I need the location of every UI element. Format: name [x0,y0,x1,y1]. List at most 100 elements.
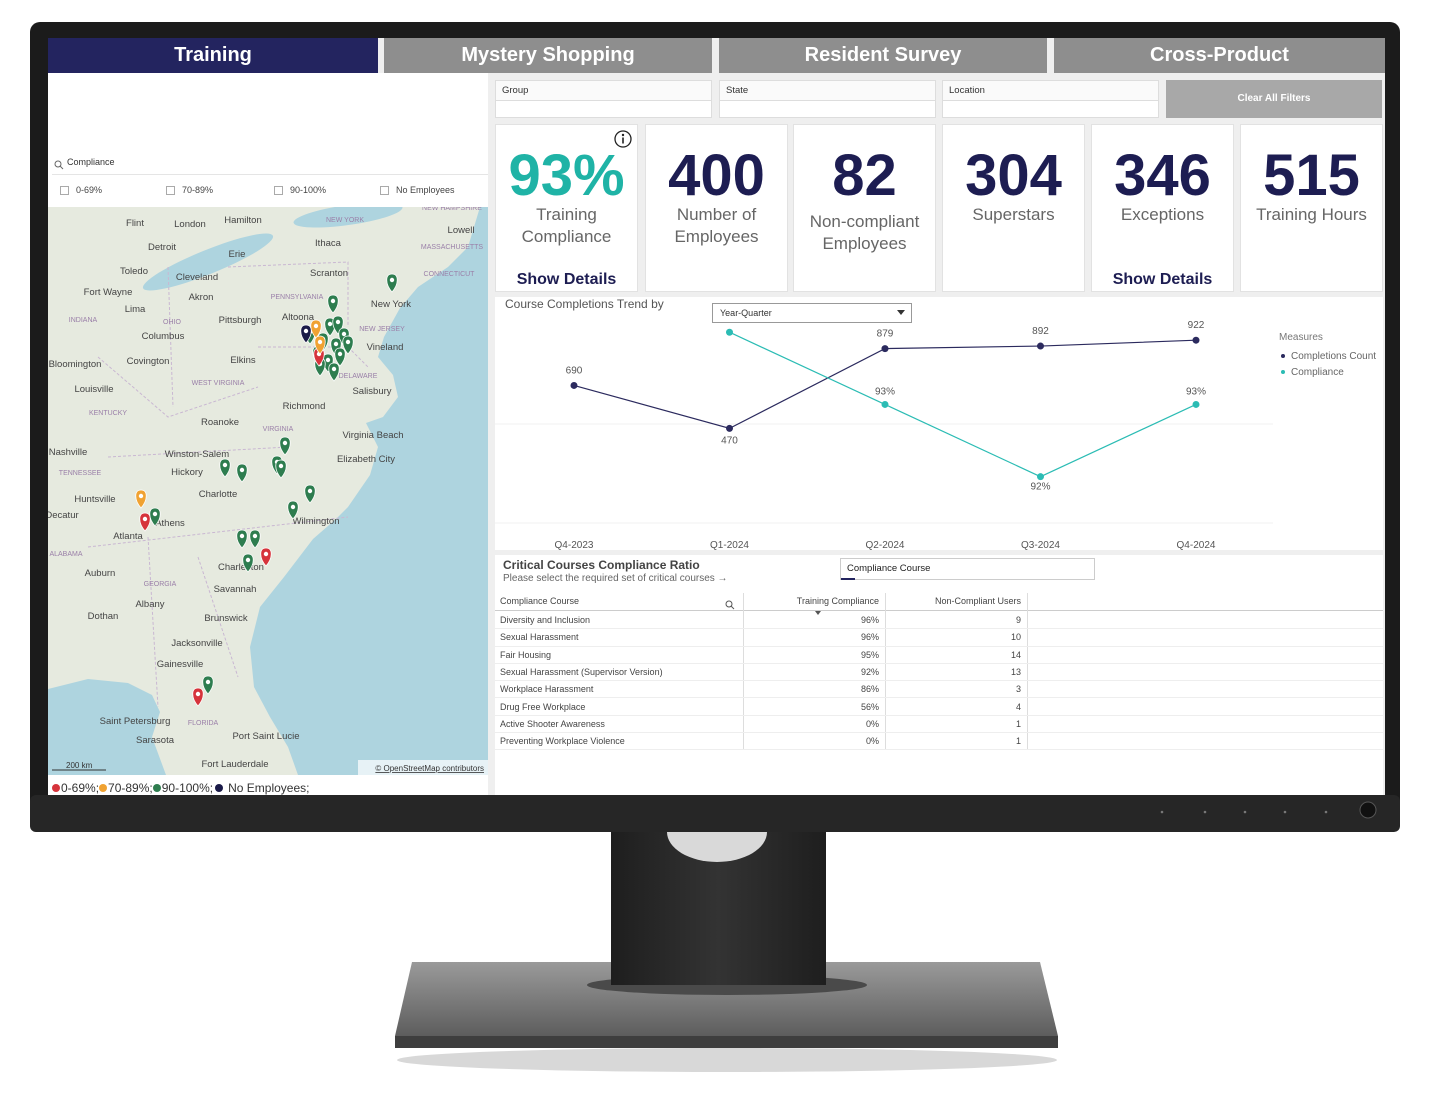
state-label: CONNECTICUT [424,271,476,278]
pin-body [260,547,272,567]
filter-field[interactable]: State [719,80,936,118]
clear-filters-button[interactable]: Clear All Filters [1166,80,1382,118]
place-label: Detroit [148,242,176,253]
map-legend: 0-69%; 70-89%; 90-100%; No Employees; [52,780,309,795]
table-cell: 0% [865,718,879,729]
pin-dot [330,298,336,304]
place-label: Hickory [171,467,203,478]
map-pin[interactable] [304,484,316,504]
pin-body [219,458,231,478]
series-point [1192,336,1200,344]
table-cell: 9 [1015,615,1021,625]
map-pin[interactable] [275,459,287,479]
map-pin[interactable] [242,553,254,573]
map-pin[interactable] [334,347,346,367]
pin-body [314,335,326,355]
pin-dot [152,511,158,517]
place-label: Saint Petersburg [100,716,171,727]
map-pin[interactable] [342,335,354,355]
map-pin[interactable] [300,324,312,344]
map-pin[interactable] [314,335,326,355]
map-pin[interactable] [135,489,147,509]
pin-body [342,335,354,355]
map-pin[interactable] [287,500,299,520]
place-label: Cleveland [176,272,218,283]
pin-dot [290,504,296,510]
search-icon[interactable] [725,597,735,610]
lake-erie [142,233,274,291]
info-icon[interactable] [614,130,632,148]
checkbox-option[interactable]: No Employees [380,184,480,198]
pin-dot [335,319,341,325]
kpi-label: Superstars [972,205,1055,224]
map-pin[interactable] [310,319,322,339]
tab[interactable]: Mystery Shopping [384,38,712,73]
map-pin[interactable] [149,507,161,527]
pin-dot [303,328,309,334]
show-details-link[interactable]: Show Details [516,271,617,288]
pin-body [327,294,339,314]
checkbox[interactable] [274,186,283,195]
checkbox[interactable] [380,186,389,195]
checkbox-label: 70-89% [182,185,214,195]
pin-dot [222,462,228,468]
checkbox[interactable] [60,186,69,195]
legend-dot [99,784,108,792]
period-dropdown[interactable]: Year-Quarter [712,303,912,323]
series-point [726,328,733,336]
filter-field[interactable]: Group [495,80,712,118]
data-label: 470 [721,435,738,446]
state-label: WEST VIRGINIA [192,380,245,387]
map-pin[interactable] [386,273,398,293]
map-pin[interactable] [202,675,214,695]
state-label: NEW YORK [326,217,364,224]
map-pin[interactable] [236,463,248,483]
map-pin[interactable] [328,362,340,382]
tab[interactable]: Training [48,38,378,73]
kpi-card: 515 Training Hours [1240,124,1383,292]
place-label: Decatur [48,510,79,521]
checkbox-option[interactable]: 90-100% [274,184,374,198]
kpi-value: 304 [965,143,1062,208]
filter-field[interactable]: Location [942,80,1159,118]
map-pin[interactable] [192,687,204,707]
map-pin[interactable] [219,458,231,478]
map-pin[interactable] [327,294,339,314]
pin-dot [252,533,258,539]
filter-input[interactable] [943,100,1158,117]
kpi-label: Number of Employees [674,205,759,246]
checkbox-option[interactable]: 0-69% [60,184,160,198]
tab[interactable]: Cross-Product [1054,38,1385,73]
filter-input[interactable] [720,100,935,117]
legend-marker [1281,370,1285,374]
place-label: Virginia Beach [342,430,403,441]
column-header: Compliance Course [500,596,580,606]
checkbox[interactable] [166,186,175,195]
tab[interactable]: Resident Survey [719,38,1047,73]
pin-body [149,507,161,527]
kpi-value: 93% [508,143,625,208]
power-button[interactable] [1359,801,1377,819]
place-label: Salisbury [352,386,391,397]
pin-body [139,512,151,532]
kpi-card: 400 Number of Employees [645,124,788,292]
table-row [495,716,1383,734]
map-pin[interactable] [249,529,261,549]
checkbox-option[interactable]: 70-89% [166,184,266,198]
table-cell: Diversity and Inclusion [500,615,591,625]
x-tick-label: Q4-2023 [555,540,594,550]
place-label: Lima [125,304,146,315]
map-pin[interactable] [139,512,151,532]
show-details-link[interactable]: Show Details [1112,271,1213,288]
data-label: 690 [566,365,583,376]
legend-label: 90-100%; [161,781,214,795]
map-pin[interactable] [260,547,272,567]
filter-label: Group [502,85,529,96]
chart-panel: Course Completions Trend by Q4-2023 Q1-202… [495,297,1383,550]
legend-dot [152,784,161,792]
legend-dot [215,784,224,792]
map-pin[interactable] [236,529,248,549]
course-selector[interactable]: Compliance Course [840,558,1095,580]
map-pin[interactable] [279,436,291,456]
filter-input[interactable] [496,100,711,117]
